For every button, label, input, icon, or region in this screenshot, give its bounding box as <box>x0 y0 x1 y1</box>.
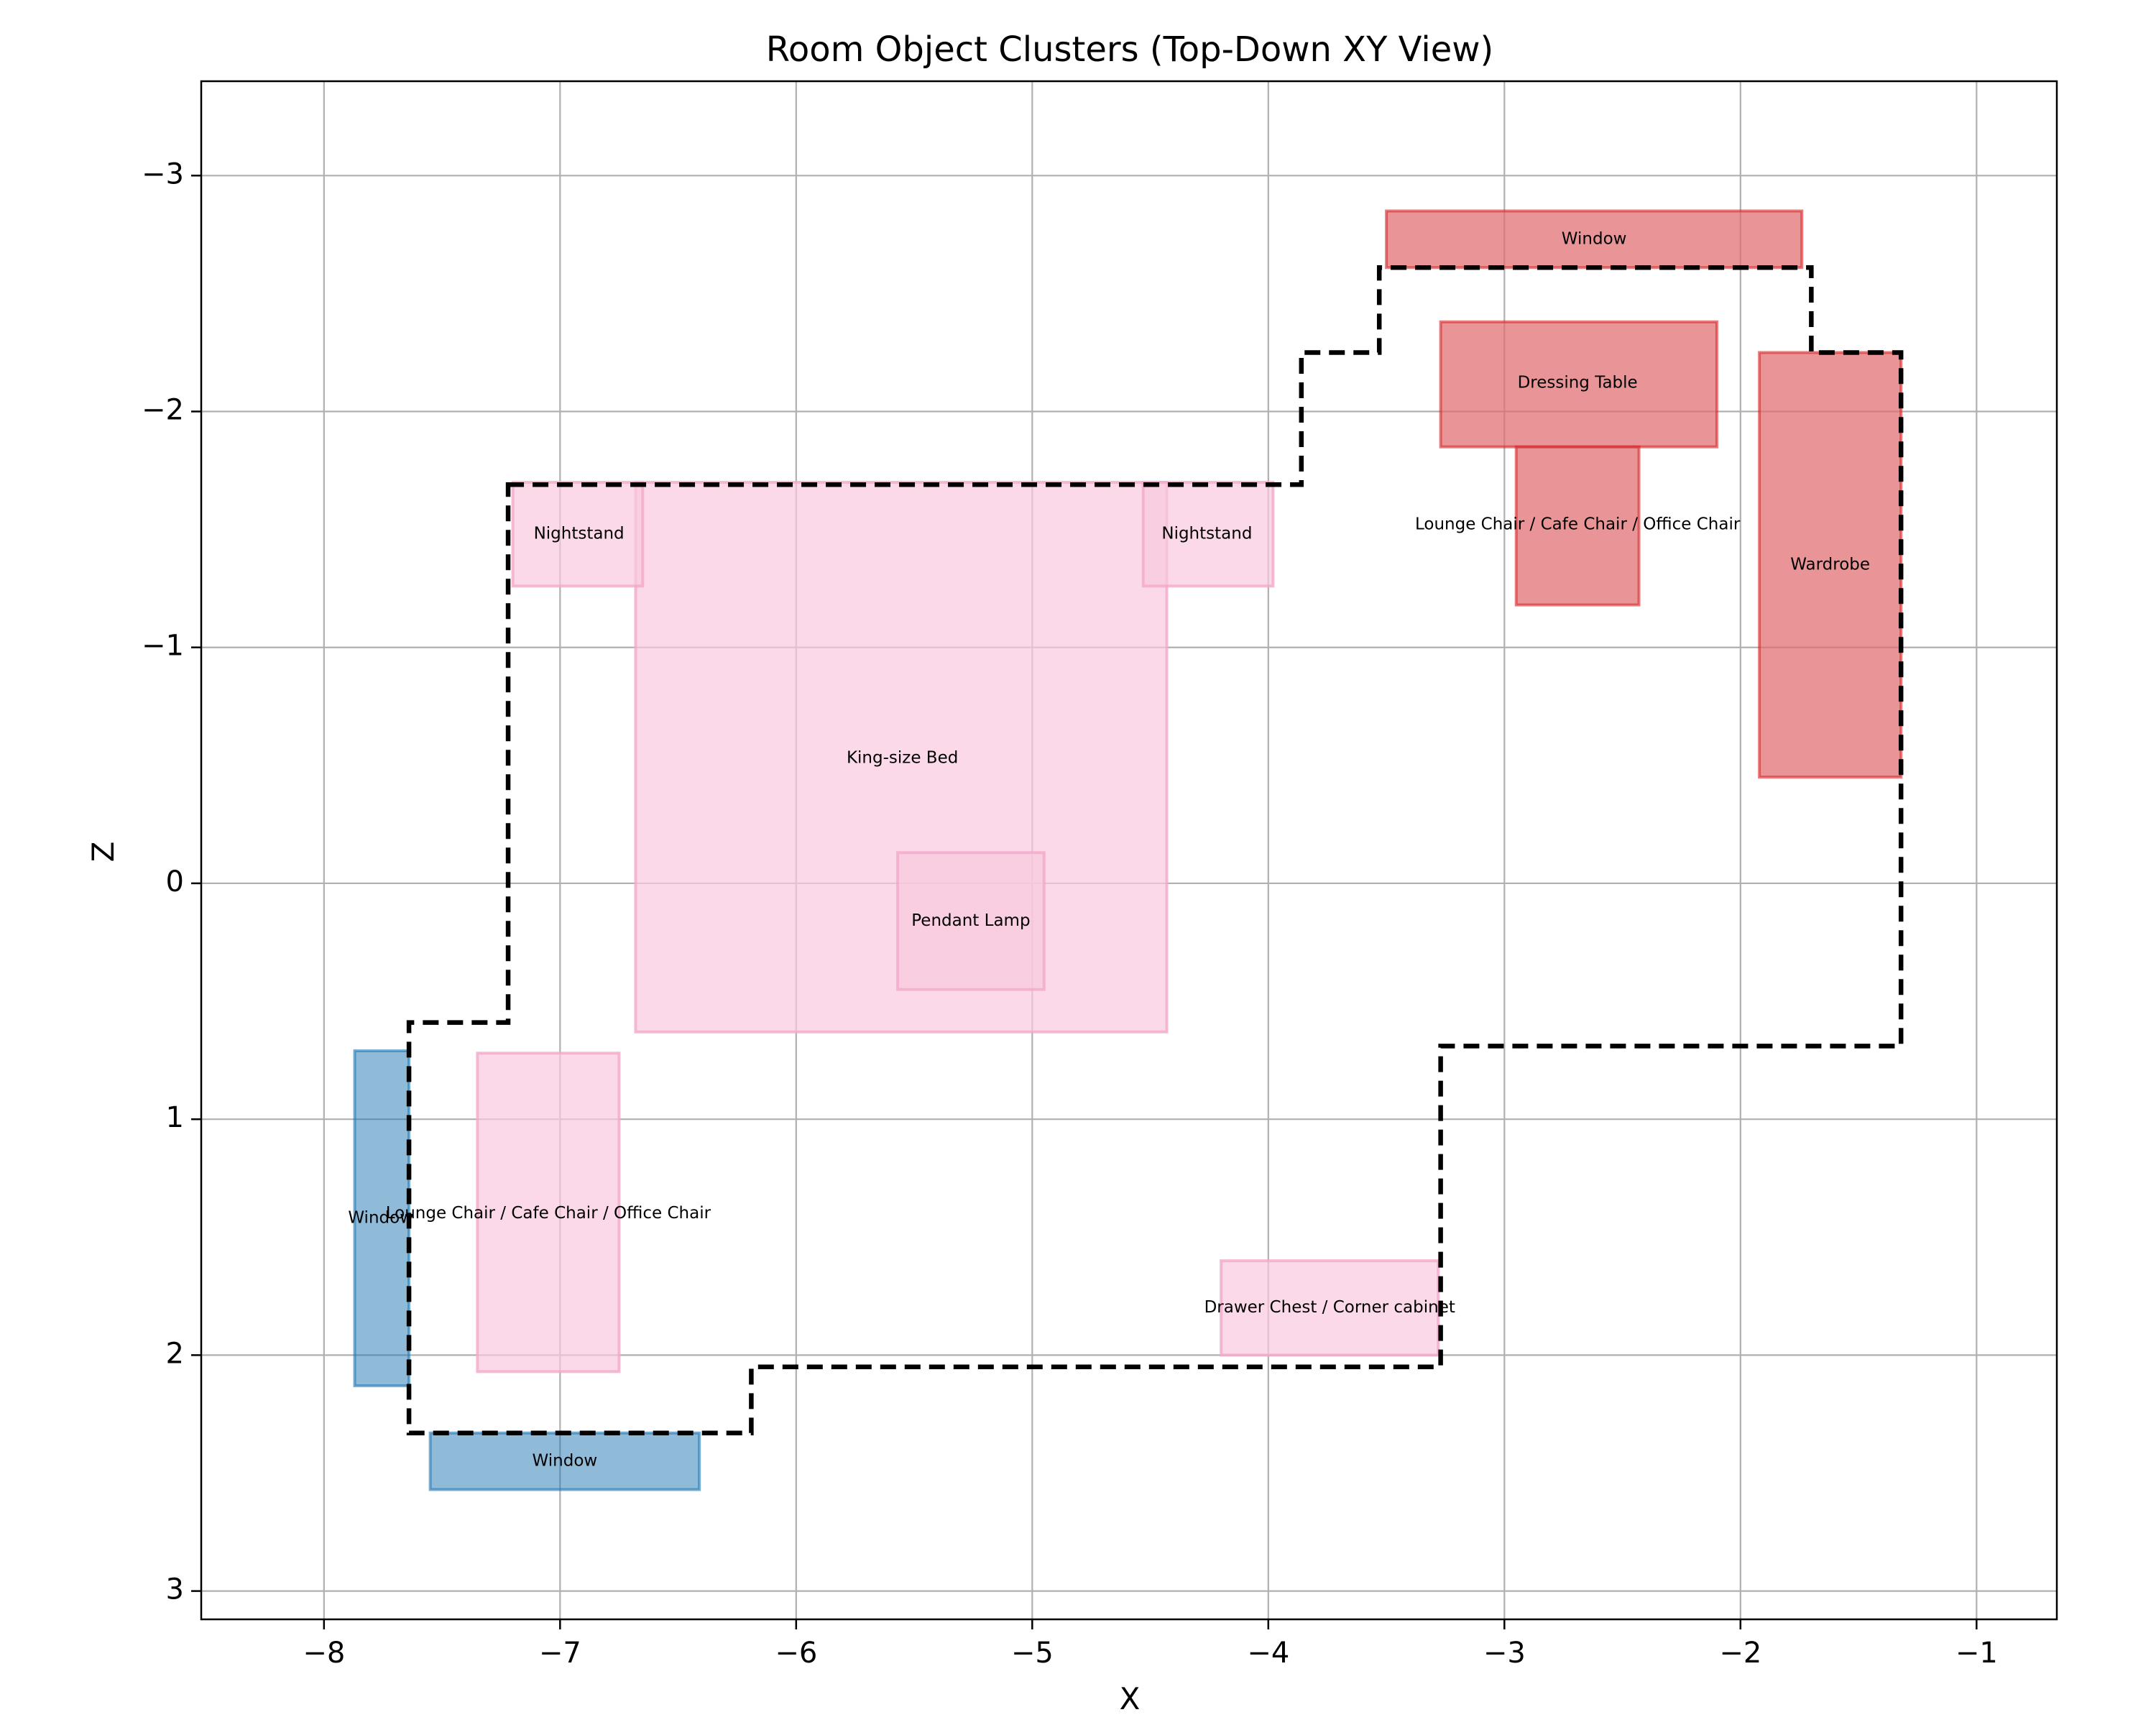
object-label-7: Window <box>533 1452 598 1471</box>
z-tick-label-5: 2 <box>166 1337 184 1370</box>
plot-frame <box>200 80 2058 1621</box>
x-axis-label: X <box>1120 1681 1141 1716</box>
object-rect-1 <box>511 480 645 588</box>
object-label-8: Window <box>1562 229 1627 248</box>
room-boundary <box>406 265 1904 1435</box>
object-label-0: King-size Bed <box>847 748 958 767</box>
chart-title: Room Object Clusters (Top-Down XY View) <box>766 29 1494 70</box>
object-label-9: Dressing Table <box>1518 374 1638 392</box>
object-rect-8 <box>1385 209 1804 270</box>
z-tick-label-3: 0 <box>166 865 184 898</box>
object-rectangles <box>353 209 1903 1491</box>
object-rect-4 <box>476 1052 621 1374</box>
x-tick-label-4: −4 <box>1247 1637 1289 1670</box>
object-label-11: Wardrobe <box>1790 555 1870 574</box>
object-label-2: Nightstand <box>1161 525 1252 543</box>
object-labels: King-size Bed Nightstand Nightstand Pendant… <box>348 229 1870 1470</box>
z-tick-label-6: 3 <box>166 1573 184 1606</box>
y-axis-label: Z <box>86 842 121 862</box>
object-rect-9 <box>1439 320 1718 448</box>
z-tick-label-1: −2 <box>142 394 184 427</box>
z-tick-label-2: −1 <box>142 630 184 663</box>
x-tick-label-6: −2 <box>1719 1637 1761 1670</box>
object-rect-10 <box>1514 445 1641 607</box>
object-label-6: Window <box>348 1209 413 1228</box>
x-tick-label-2: −6 <box>775 1637 817 1670</box>
axis-ticks: −8 −7 −6 −5 −4 −3 −2 −1 −3 −2 −1 0 1 2 3 <box>142 157 1998 1670</box>
object-label-4: Lounge Chair / Cafe Chair / Office Chair <box>386 1204 711 1223</box>
x-tick-label-0: −8 <box>303 1637 345 1670</box>
object-label-3: Pendant Lamp <box>911 911 1030 930</box>
object-label-1: Nightstand <box>534 525 625 543</box>
x-tick-label-7: −1 <box>1955 1637 1998 1670</box>
z-tick-label-4: 1 <box>166 1101 184 1134</box>
z-tick-label-0: −3 <box>142 157 184 190</box>
object-rect-5 <box>1220 1259 1440 1357</box>
object-rect-2 <box>1141 480 1275 588</box>
object-label-10: Lounge Chair / Cafe Chair / Office Chair <box>1415 515 1741 534</box>
x-tick-label-3: −5 <box>1011 1637 1054 1670</box>
x-tick-label-5: −3 <box>1483 1637 1526 1670</box>
object-label-5: Drawer Chest / Corner cabinet <box>1204 1298 1455 1317</box>
object-rect-11 <box>1758 351 1903 779</box>
x-tick-label-1: −7 <box>539 1637 581 1670</box>
room-boundary-outline <box>406 265 1904 1435</box>
object-rect-3 <box>896 851 1046 991</box>
